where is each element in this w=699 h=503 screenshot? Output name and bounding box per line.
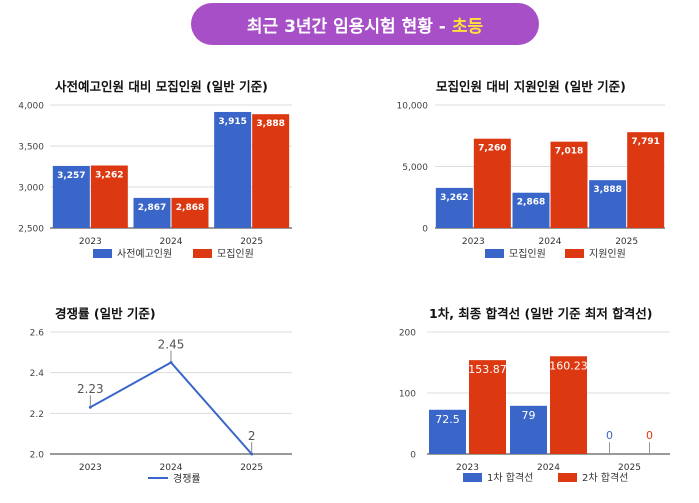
bar [52, 165, 90, 228]
bar [90, 165, 128, 228]
chart-competition-rate: 경쟁률 (일반 기준) 2.0 2.2 2.4 2.6 2023 2024 2025 2.23… [0, 297, 340, 497]
y-tick-label: 0 [422, 225, 428, 235]
legend-swatch [485, 249, 504, 258]
data-label: 2.45 [158, 338, 185, 352]
data-label: 3,888 [593, 185, 621, 195]
data-label: 160.23 [549, 359, 588, 372]
chart-title: 경쟁률 (일반 기준) [55, 306, 156, 321]
y-tick-label: 2,500 [18, 225, 44, 235]
bar [510, 405, 547, 454]
bar [133, 197, 171, 228]
legend-label: 경쟁률 [173, 472, 201, 485]
bar [214, 111, 252, 228]
x-tick-label: 2025 [240, 237, 263, 247]
data-label: 3,888 [256, 119, 284, 129]
data-label: 3,262 [440, 193, 468, 203]
data-point [169, 361, 173, 364]
legend-label: 사전예고인원 [117, 248, 172, 260]
data-label: 3,262 [95, 171, 123, 181]
banner-title: 최근 3년간 임용시험 현황 - [246, 16, 446, 37]
x-tick-label: 2023 [79, 237, 102, 247]
legend-label: 모집인원 [217, 248, 254, 260]
data-label: 2.23 [77, 382, 104, 396]
x-tick-label: 2025 [618, 463, 641, 473]
y-tick-label: 100 [399, 390, 416, 400]
bar [171, 197, 209, 228]
y-tick-label: 0 [410, 451, 416, 461]
data-label: 7,791 [631, 137, 659, 147]
chart-notice-vs-recruit: 사전예고인원 대비 모집인원 (일반 기준) 2,500 3,000 3,500 4,… [0, 70, 340, 270]
x-tick-label: 2023 [462, 237, 485, 247]
x-tick-label: 2024 [539, 237, 562, 247]
chart-pass-cutoff: 1차, 최종 합격선 (일반 기준 최저 합격선) 0 100 200 2023 202… [350, 297, 699, 497]
banner-highlight: 초등 [451, 16, 484, 37]
x-tick-label: 2024 [160, 237, 183, 247]
y-tick-label: 2.2 [30, 410, 44, 420]
data-label: 153.87 [468, 363, 507, 376]
data-label: 0 [606, 429, 613, 442]
page-banner: 최근 3년간 임용시험 현황 - 초등 [191, 3, 539, 45]
legend-label: 지원인원 [589, 248, 626, 260]
bar [550, 141, 588, 228]
legend-swatch [558, 473, 577, 482]
bar [252, 114, 290, 228]
data-point [250, 452, 254, 456]
data-label: 2,868 [517, 198, 545, 208]
legend-label: 2차 합격선 [582, 471, 628, 484]
data-label: 3,915 [218, 117, 246, 127]
x-tick-label: 2023 [79, 463, 102, 473]
data-label: 7,018 [555, 147, 583, 157]
y-tick-label: 200 [399, 329, 416, 339]
bar [435, 187, 473, 228]
data-label: 2 [248, 429, 256, 443]
x-tick-label: 2023 [456, 463, 479, 473]
data-label: 7,260 [478, 144, 506, 154]
y-tick-label: 4,000 [18, 102, 44, 112]
bar [473, 138, 511, 228]
data-point [88, 405, 92, 409]
bar [627, 132, 665, 228]
legend-swatch [193, 249, 212, 258]
legend-swatch [463, 473, 482, 482]
chart-canvas: 0 100 200 2023 2024 2025 72.5 79 0 1차 합격선 153.87 16… [399, 329, 670, 484]
y-tick-label: 5,000 [402, 163, 428, 173]
bar [469, 360, 506, 454]
y-tick-label: 3,500 [18, 143, 44, 153]
x-tick-label: 2024 [160, 463, 183, 473]
chart-title: 모집인원 대비 지원인원 (일반 기준) [436, 79, 626, 94]
legend-label: 모집인원 [509, 248, 546, 260]
y-tick-label: 2.6 [30, 329, 45, 339]
legend-swatch [565, 249, 584, 258]
series-line [89, 361, 253, 455]
chart-canvas: 2.0 2.2 2.4 2.6 2023 2024 2025 2.23 2.45 2 경쟁률 [30, 329, 292, 485]
legend-swatch [93, 249, 112, 258]
x-tick-label: 2025 [615, 237, 638, 247]
bar [550, 356, 587, 454]
data-label: 0 [646, 429, 653, 442]
chart-title: 1차, 최종 합격선 (일반 기준 최저 합격선) [429, 306, 653, 321]
y-tick-label: 2.4 [30, 369, 45, 379]
x-tick-label: 2024 [537, 463, 560, 473]
bar [429, 409, 466, 454]
bar [512, 192, 550, 228]
chart-title: 사전예고인원 대비 모집인원 (일반 기준) [55, 79, 268, 94]
y-tick-label: 3,000 [18, 184, 44, 194]
legend-label: 1차 합격선 [487, 471, 533, 484]
data-label: 79 [522, 409, 536, 422]
data-label: 72.5 [435, 413, 460, 426]
data-label: 3,257 [57, 171, 85, 181]
chart-recruit-vs-applicants: 모집인원 대비 지원인원 (일반 기준) 0 5,000 10,000 2023 202… [350, 70, 699, 270]
x-tick-label: 2025 [240, 463, 263, 473]
bar [589, 180, 627, 228]
y-tick-label: 10,000 [397, 102, 429, 112]
data-label: 2,868 [176, 203, 204, 213]
chart-canvas: 0 5,000 10,000 2023 2024 2025 3,262 2,868 3,888 모… [397, 102, 665, 260]
data-label: 2,867 [138, 203, 166, 213]
chart-canvas: 2,500 3,000 3,500 4,000 2023 2024 2025 3,257 2,8… [18, 102, 292, 260]
y-tick-label: 2.0 [30, 451, 45, 461]
